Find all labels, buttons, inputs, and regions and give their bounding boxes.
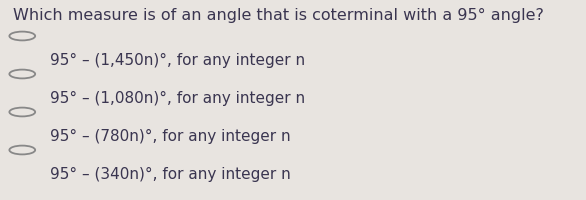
Text: 95° – (780n)°, for any integer n: 95° – (780n)°, for any integer n — [50, 129, 291, 144]
Text: 95° – (1,080n)°, for any integer n: 95° – (1,080n)°, for any integer n — [50, 91, 305, 106]
Text: 95° – (1,450n)°, for any integer n: 95° – (1,450n)°, for any integer n — [50, 53, 305, 68]
Text: 95° – (340n)°, for any integer n: 95° – (340n)°, for any integer n — [50, 167, 291, 182]
Text: Which measure is of an angle that is coterminal with a 95° angle?: Which measure is of an angle that is cot… — [13, 8, 544, 23]
